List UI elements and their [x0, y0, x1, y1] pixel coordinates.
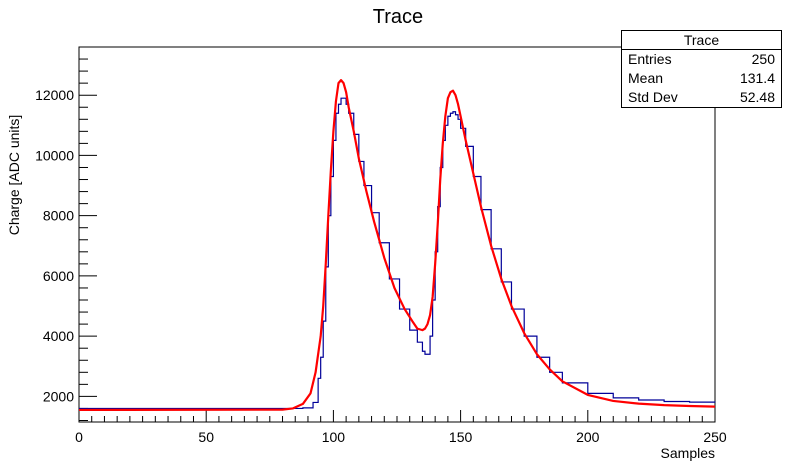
- stats-value: 250: [751, 51, 775, 67]
- stats-label: Std Dev: [628, 89, 678, 105]
- x-axis-ticks: 0 50 100 150 200 250: [75, 410, 727, 445]
- stats-label: Mean: [628, 70, 664, 86]
- stats-value: 131.4: [739, 70, 775, 86]
- y-tick-label: 4000: [43, 328, 74, 344]
- y-tick-label: 10000: [35, 147, 74, 163]
- series-layer: [78, 79, 716, 412]
- y-tick-label: 2000: [43, 388, 74, 404]
- x-tick-label: 0: [75, 429, 83, 445]
- stats-box: Trace Entries 250 Mean 131.4 Std Dev 52.…: [621, 30, 782, 108]
- x-tick-label: 250: [703, 429, 727, 445]
- stats-label: Entries: [628, 51, 672, 67]
- x-tick-label: 150: [449, 429, 473, 445]
- stats-value: 52.48: [739, 89, 775, 105]
- stats-row-stddev: Std Dev 52.48: [622, 88, 781, 107]
- y-axis-ticks: 2000 4000 6000 8000 10000 12000: [35, 46, 97, 421]
- x-tick-label: 100: [322, 429, 346, 445]
- chart-title: Trace: [372, 6, 424, 28]
- stats-row-entries: Entries 250: [622, 50, 781, 69]
- y-axis-label: Charge [ADC units]: [6, 115, 22, 236]
- y-tick-label: 6000: [43, 268, 74, 284]
- plot-frame: [78, 46, 716, 423]
- x-tick-label: 200: [576, 429, 600, 445]
- stats-row-mean: Mean 131.4: [622, 69, 781, 88]
- x-tick-label: 50: [198, 429, 214, 445]
- y-tick-label: 8000: [43, 208, 74, 224]
- y-tick-label: 12000: [35, 87, 74, 103]
- histogram-series: [79, 97, 716, 410]
- stats-box-title: Trace: [622, 31, 781, 50]
- x-axis-label: Samples: [661, 445, 715, 461]
- fit-series: [78, 79, 716, 412]
